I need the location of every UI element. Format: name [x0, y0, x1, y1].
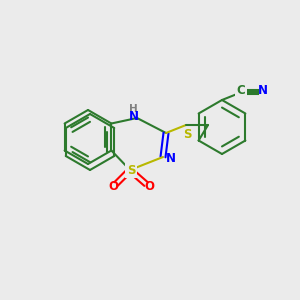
Text: N: N	[129, 110, 139, 124]
Text: C: C	[237, 85, 245, 98]
Text: S: S	[127, 164, 135, 176]
Text: H: H	[129, 104, 137, 114]
Text: S: S	[183, 128, 191, 140]
Text: N: N	[166, 152, 176, 166]
Text: N: N	[258, 85, 268, 98]
Text: O: O	[108, 181, 118, 194]
Text: O: O	[144, 181, 154, 194]
